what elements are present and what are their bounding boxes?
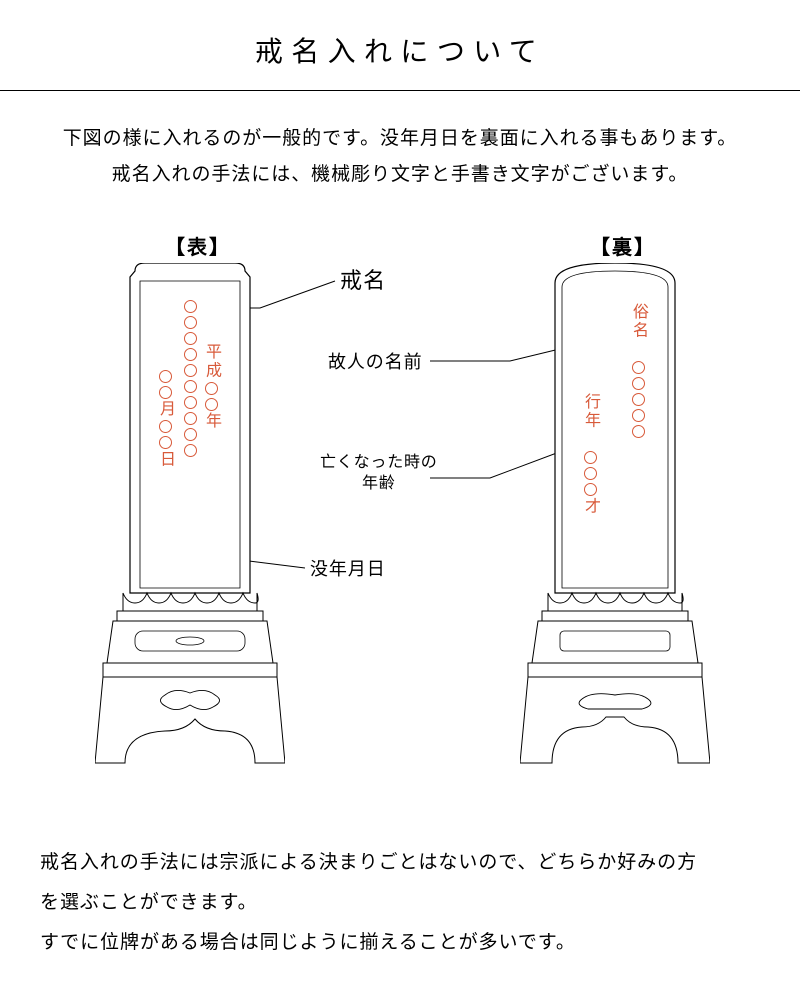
divider — [0, 90, 800, 91]
diagram: 【表】 【裏】 戒名 故人の名前 亡くなった時の 年齢 没年月日 — [0, 223, 800, 803]
front-day: 日 — [157, 451, 174, 469]
back-sai: 才 — [582, 497, 599, 515]
front-month: 月 — [157, 400, 174, 418]
intro-line-2: 戒名入れの手法には、機械彫り文字と手書き文字がございます。 — [112, 164, 689, 185]
back-tablet-svg — [520, 263, 710, 773]
footer-text: 戒名入れの手法には宗派による決まりごとはないので、どちらか好みの方 を選ぶことが… — [0, 803, 800, 993]
front-year: 年 — [203, 412, 220, 430]
back-gyonen-col: 行年 才 — [582, 393, 598, 516]
back-zokumyo-col: 俗名 — [630, 303, 646, 439]
back-tablet: 俗名 行年 才 — [520, 263, 710, 773]
front-month-col: 月日 — [157, 368, 173, 469]
front-era-col: 平成年 — [203, 343, 219, 430]
intro-line-1: 下図の様に入れるのが一般的です。没年月日を裏面に入れる事もあります。 — [63, 128, 738, 149]
intro-text: 下図の様に入れるのが一般的です。没年月日を裏面に入れる事もあります。 戒名入れの… — [0, 121, 800, 193]
footer-line-1: 戒名入れの手法には宗派による決まりごとはないので、どちらか好みの方 — [40, 852, 697, 873]
front-era: 平成 — [203, 343, 220, 380]
front-tablet: 平成年 月日 — [95, 263, 285, 773]
front-kaimyo-col — [182, 298, 198, 458]
page-title: 戒名入れについて — [0, 0, 800, 90]
footer-line-2: を選ぶことができます。 — [40, 892, 258, 913]
footer-line-3: すでに位牌がある場合は同じように揃えることが多いです。 — [40, 932, 576, 953]
back-zokumyo: 俗名 — [630, 303, 647, 340]
back-gyonen: 行年 — [582, 393, 599, 430]
